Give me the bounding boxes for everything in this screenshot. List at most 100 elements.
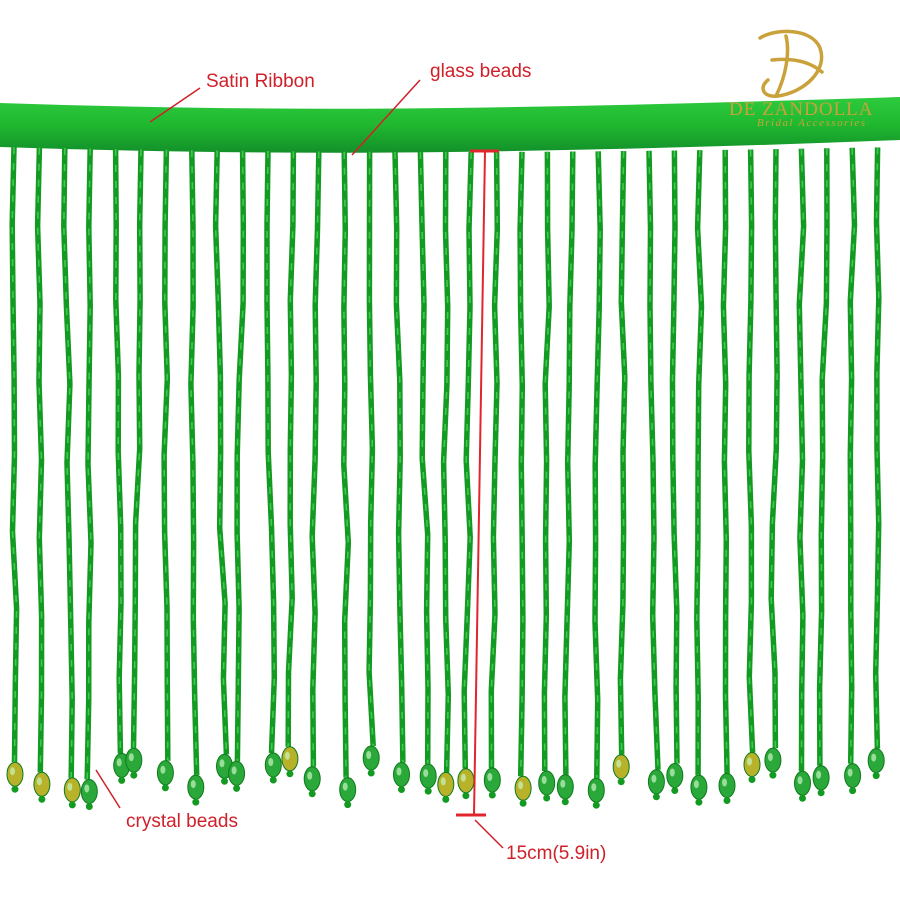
bead-strand	[84, 148, 94, 780]
crystal-bead-shine	[366, 751, 372, 759]
crystal-bead-shine	[560, 779, 566, 788]
crystal-bead-shine	[307, 771, 313, 780]
crystal-bead-shine	[36, 777, 42, 786]
crystal-bead-shine	[693, 780, 699, 789]
glass-beads-pointer	[351, 79, 421, 156]
end-bead	[308, 790, 316, 798]
crystal-bead	[514, 775, 532, 801]
end-bead	[799, 794, 806, 802]
crystal-bead-shine	[460, 773, 466, 782]
end-bead	[398, 786, 405, 793]
bead-strand	[285, 151, 297, 747]
glass-bead-highlights	[490, 151, 499, 769]
crystal-bead-shine	[747, 757, 752, 766]
bead-strand	[517, 151, 526, 777]
length-measurement-marker	[456, 149, 504, 849]
end-bead	[488, 791, 496, 799]
end-bead	[592, 801, 600, 809]
crystal-bead	[457, 768, 475, 794]
crystal-bead	[538, 770, 556, 796]
length-label: 15cm(5.9in)	[506, 843, 607, 864]
crystal-bead-shine	[219, 759, 225, 768]
end-bead	[748, 776, 756, 783]
crystal-bead	[80, 779, 98, 804]
crystal-bead	[690, 774, 708, 800]
brand-logo-name: DE ZANDOLLA	[729, 99, 874, 120]
end-bead	[617, 778, 625, 786]
end-bead	[769, 771, 777, 779]
crystal-bead-shine	[871, 753, 877, 762]
bead-strand	[264, 150, 278, 754]
crystal-bead	[33, 771, 51, 797]
bead-strand	[212, 150, 230, 755]
glass-bead-highlights	[311, 151, 320, 767]
glass-bead-highlights	[770, 149, 778, 749]
crystal-bead-shine	[342, 782, 348, 791]
crystal-bead-shine	[487, 773, 493, 781]
bead-strand	[461, 151, 474, 769]
end-bead	[367, 769, 375, 777]
crystal-bead-shine	[67, 782, 73, 791]
glass-bead-highlights	[287, 151, 295, 747]
glass-bead-highlights	[114, 148, 122, 754]
end-bead	[723, 797, 731, 804]
crystal-bead	[437, 771, 455, 797]
crystal-bead	[812, 765, 830, 791]
crystal-bead	[764, 747, 782, 773]
glass-bead-highlights	[442, 151, 450, 773]
crystal-bead-shine	[128, 753, 134, 762]
crystal-bead-shine	[816, 770, 822, 779]
glass-bead-highlights	[214, 150, 228, 755]
bead-strand	[188, 150, 200, 776]
end-bead	[118, 776, 126, 784]
crystal-bead	[419, 763, 437, 789]
glass-bead-highlights	[619, 151, 626, 755]
satin-ribbon-label: Satin Ribbon	[206, 71, 315, 92]
crystal-bead	[303, 766, 321, 792]
crystal-bead-shine	[767, 753, 773, 762]
crystal-bead	[6, 761, 24, 787]
end-bead	[130, 771, 138, 779]
end-bead	[519, 799, 527, 807]
bead-strand	[366, 151, 376, 747]
glass-bead-highlights	[818, 148, 828, 766]
end-bead	[561, 798, 569, 806]
end-bead	[849, 787, 857, 795]
bead-strand	[234, 150, 247, 762]
end-bead	[192, 798, 200, 806]
crystal-bead	[666, 763, 684, 788]
crystal-bead-shine	[797, 776, 803, 785]
glass-bead-highlights	[648, 150, 659, 770]
crystal-bead	[125, 747, 143, 773]
crystal-bead	[339, 777, 357, 803]
satin-ribbon	[0, 97, 900, 153]
crystal-bead	[587, 777, 605, 803]
end-bead	[671, 787, 679, 794]
crystal-bead-shine	[84, 784, 90, 793]
end-bead	[233, 784, 241, 792]
end-bead	[11, 785, 19, 793]
crystal-bead-shine	[722, 778, 727, 787]
glass-bead-highlights	[419, 151, 429, 765]
bead-strand	[768, 149, 780, 749]
bead-strand	[796, 148, 807, 772]
end-bead	[85, 803, 93, 810]
crystal-bead	[187, 774, 205, 800]
end-bead	[269, 776, 277, 784]
glass-bead-highlights	[849, 147, 856, 764]
glass-bead-highlights	[11, 147, 18, 763]
end-bead	[442, 795, 450, 803]
bead-strands	[9, 147, 882, 780]
glass-beads-label: glass beads	[430, 61, 532, 82]
satin-ribbon-pointer	[149, 87, 201, 123]
glass-bead-highlights	[543, 151, 551, 772]
end-bead	[695, 798, 703, 806]
brand-logo-tagline: Bridal Accessories	[757, 117, 867, 129]
crystal-bead	[794, 770, 811, 796]
glass-bead-highlights	[463, 151, 472, 769]
glass-bead-highlights	[368, 151, 374, 747]
end-bead	[68, 801, 76, 809]
glass-bead-highlights	[394, 151, 404, 763]
